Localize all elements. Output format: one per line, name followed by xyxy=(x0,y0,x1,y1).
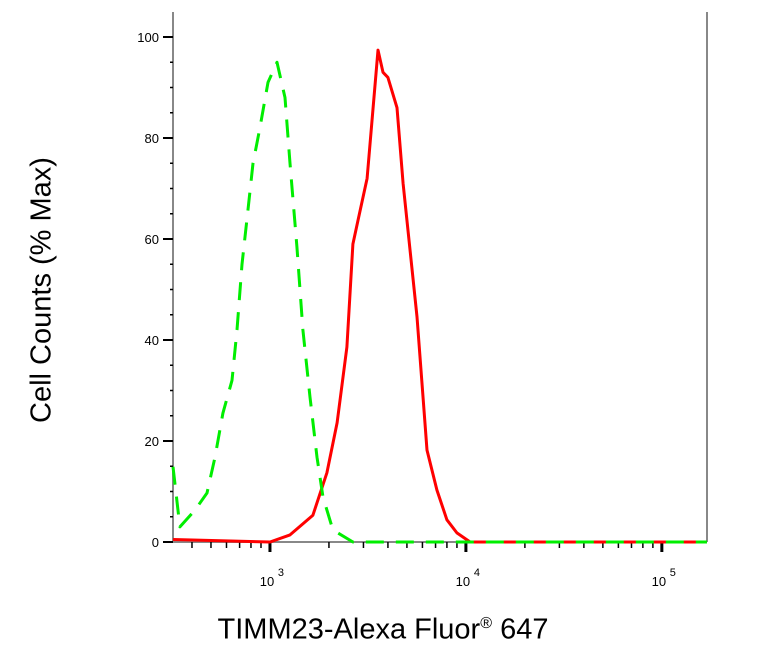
x-tick-label-base: 10 xyxy=(652,574,666,589)
x-axis-label: TIMM23-Alexa Fluor® 647 xyxy=(218,614,549,647)
y-tick-label: 100 xyxy=(137,30,159,45)
y-tick-label: 40 xyxy=(145,333,159,348)
x-tick-label-exponent: 5 xyxy=(670,567,676,579)
y-tick-label: 20 xyxy=(145,434,159,449)
x-tick-label-exponent: 3 xyxy=(278,567,284,579)
x-axis-label-suffix: 647 xyxy=(492,613,549,646)
sample-series-line xyxy=(172,48,707,544)
registered-mark: ® xyxy=(480,614,493,632)
control-series-line xyxy=(171,60,707,544)
y-tick-label: 60 xyxy=(145,232,159,247)
x-tick-label-exponent: 4 xyxy=(474,567,480,579)
y-tick-label: 0 xyxy=(152,535,159,550)
y-axis-label: Cell Counts (% Max) xyxy=(25,157,58,423)
y-tick-label: 80 xyxy=(145,131,159,146)
x-tick-label-base: 10 xyxy=(456,574,470,589)
x-tick-label-base: 10 xyxy=(260,574,274,589)
x-axis-label-main: TIMM23-Alexa Fluor xyxy=(217,613,481,646)
